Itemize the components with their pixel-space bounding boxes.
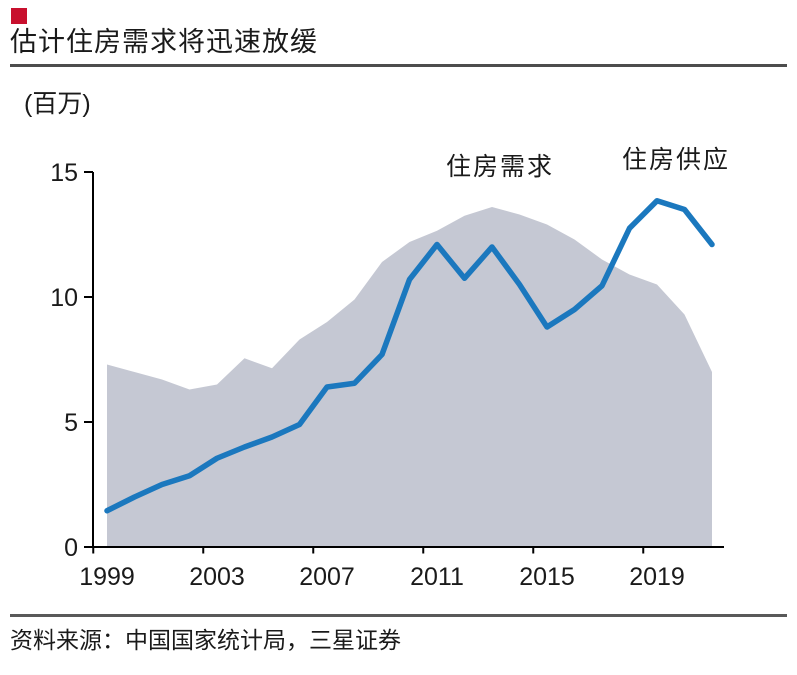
x-tick-label: 1999 xyxy=(79,563,135,591)
y-tick-label: 0 xyxy=(64,534,78,562)
footer-divider xyxy=(10,614,787,617)
area-series-housing-supply xyxy=(107,207,712,547)
x-tick-label: 2003 xyxy=(189,563,245,591)
y-axis-unit-label: (百万) xyxy=(24,90,91,118)
x-tick-label: 2007 xyxy=(299,563,355,591)
x-tick-label: 2011 xyxy=(410,563,464,591)
line-series-housing-demand xyxy=(104,198,715,514)
y-tick-label: 15 xyxy=(50,159,78,187)
y-tick-label: 5 xyxy=(64,409,78,437)
title-divider xyxy=(10,64,787,67)
legend-label-housing-supply: 住房供应 xyxy=(622,146,731,174)
legend-label-housing-demand: 住房需求 xyxy=(446,153,555,181)
y-tick-label: 10 xyxy=(50,284,78,312)
title-bullet-red-square-icon xyxy=(11,8,27,24)
x-tick-label: 2015 xyxy=(519,563,575,591)
x-tick-label: 2019 xyxy=(629,563,685,591)
source-attribution: 资料来源：中国国家统计局，三星证券 xyxy=(10,627,401,653)
page-title: 估计住房需求将迅速放缓 xyxy=(10,27,318,57)
